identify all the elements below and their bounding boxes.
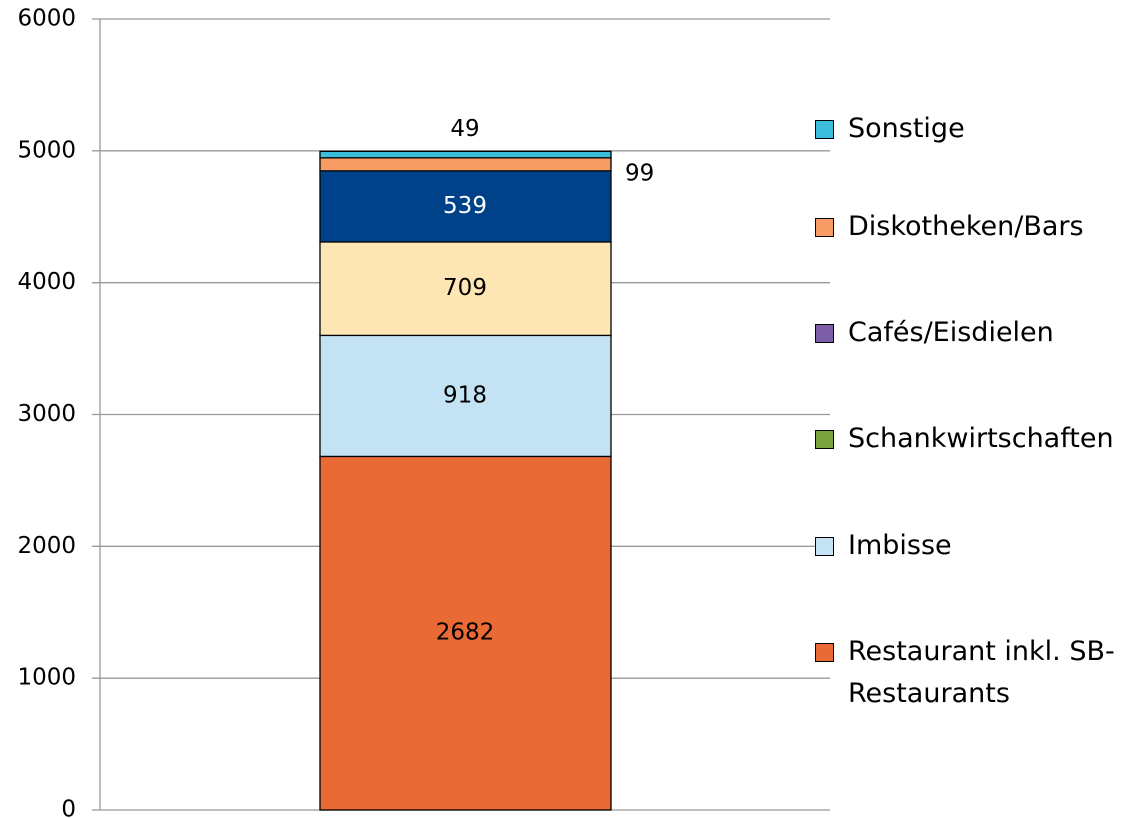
legend-label: Diskotheken/Bars (848, 211, 1084, 242)
data-label: 539 (443, 193, 487, 219)
legend-item: Sonstige (815, 108, 1128, 150)
y-tick-label: 4000 (17, 269, 76, 295)
data-label: 99 (625, 160, 654, 186)
legend-swatch (815, 537, 834, 556)
bar-segment (319, 150, 612, 159)
legend-swatch (815, 643, 834, 662)
data-label: 2682 (436, 620, 495, 646)
bar-segment (319, 241, 612, 337)
legend-item: Schankwirtschaften (815, 418, 1128, 460)
y-tick-label: 3000 (17, 401, 76, 427)
data-label: 49 (450, 116, 479, 142)
y-tick-label: 6000 (17, 6, 76, 32)
y-tick-label: 1000 (17, 665, 76, 691)
legend-label: Schankwirtschaften (848, 423, 1114, 454)
legend-swatch (815, 218, 834, 237)
legend-label: Imbisse (848, 530, 952, 561)
legend-label: Sonstige (848, 113, 965, 144)
legend-label: Restaurant inkl. SB-Restaurants (848, 636, 1115, 709)
legend-swatch (815, 324, 834, 343)
data-label: 709 (443, 275, 487, 301)
legend-item: Cafés/Eisdielen (815, 312, 1128, 354)
bar-segment (319, 455, 612, 811)
bar-segment (319, 170, 612, 243)
y-tick-label: 0 (61, 797, 76, 818)
data-label: 918 (443, 382, 487, 408)
y-tick-label: 2000 (17, 533, 76, 559)
legend-swatch (815, 430, 834, 449)
legend-item: Restaurant inkl. SB-Restaurants (815, 631, 1128, 715)
y-tick-label: 5000 (17, 137, 76, 163)
legend-label: Cafés/Eisdielen (848, 317, 1054, 348)
bar-segment (319, 157, 612, 172)
legend-swatch (815, 120, 834, 139)
legend-item: Imbisse (815, 525, 1128, 567)
legend-item: Diskotheken/Bars (815, 206, 1128, 248)
